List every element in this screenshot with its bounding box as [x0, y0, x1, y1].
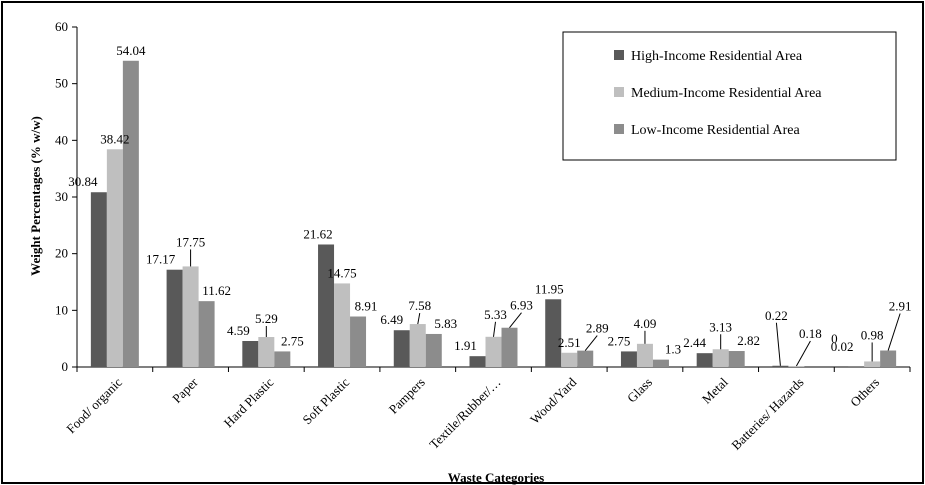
bar — [166, 269, 183, 367]
bar — [712, 349, 729, 367]
data-label: 4.59 — [227, 323, 250, 338]
bar — [274, 351, 291, 367]
legend-entry-label: Low-Income Residential Area — [631, 123, 801, 138]
data-label: 5.83 — [434, 316, 457, 331]
bar — [425, 333, 442, 367]
data-label: 0.02 — [831, 339, 854, 354]
data-label: 0.18 — [799, 326, 822, 341]
bar — [90, 192, 107, 367]
legend: High-Income Residential Area Medium-Incom… — [562, 31, 897, 161]
bar — [334, 283, 351, 367]
data-label: 5.29 — [255, 311, 278, 326]
bar — [409, 324, 426, 367]
y-tick-label: 10 — [55, 302, 68, 317]
data-label: 21.62 — [303, 226, 332, 241]
y-tick-label: 20 — [55, 246, 68, 261]
bar — [242, 340, 259, 367]
bar — [577, 350, 594, 367]
y-tick-label: 0 — [62, 359, 69, 374]
x-axis-title: Waste Categories — [448, 470, 544, 485]
data-label: 11.62 — [202, 283, 231, 298]
data-label-leader — [584, 335, 598, 351]
y-axis-title: Weight Percentages (% w/w) — [28, 116, 43, 276]
bar — [728, 351, 745, 367]
data-label: 2.89 — [586, 321, 609, 336]
bar — [393, 330, 410, 367]
data-label: 2.75 — [608, 333, 631, 348]
data-label: 6.93 — [510, 298, 533, 313]
data-label-leader — [887, 313, 901, 351]
bar — [258, 337, 275, 367]
data-label: 38.42 — [100, 131, 129, 146]
legend-entry-label: Medium-Income Residential Area — [631, 86, 822, 101]
data-label: 0.22 — [765, 308, 788, 323]
bar — [772, 365, 789, 367]
bar — [485, 336, 502, 367]
data-label-leader — [795, 340, 811, 367]
data-label: 8.91 — [355, 299, 378, 314]
data-label: 0.98 — [861, 327, 884, 342]
bar — [636, 343, 653, 367]
data-label: 14.75 — [327, 265, 356, 280]
data-label: 54.04 — [116, 43, 146, 58]
data-label: 1.91 — [454, 338, 477, 353]
bar — [864, 361, 881, 367]
bar — [469, 356, 486, 367]
y-tick-label: 40 — [55, 132, 68, 147]
data-label: 2.75 — [281, 333, 304, 348]
data-label: 17.75 — [176, 234, 205, 249]
y-tick-label: 60 — [55, 19, 68, 34]
data-label: 7.58 — [408, 298, 431, 313]
data-label-leader — [509, 312, 522, 329]
legend-swatch — [614, 87, 624, 97]
y-tick-label: 30 — [55, 189, 68, 204]
bar — [696, 353, 713, 367]
data-label: 17.17 — [146, 252, 176, 267]
bar — [350, 316, 367, 367]
bar — [620, 351, 637, 367]
data-label: 0 — [831, 331, 838, 346]
legend-entry-label: High-Income Residential Area — [631, 49, 803, 64]
data-label-leader — [417, 312, 421, 325]
data-label: 2.51 — [558, 335, 581, 350]
bar — [318, 244, 335, 367]
bar — [561, 352, 578, 367]
data-label: 6.49 — [380, 312, 403, 327]
data-label: 11.95 — [535, 281, 564, 296]
data-label: 2.44 — [683, 335, 706, 350]
data-label: 30.84 — [68, 174, 98, 189]
bar — [106, 149, 123, 367]
legend-swatch — [614, 124, 624, 134]
bar — [182, 266, 199, 367]
data-label: 3.13 — [709, 319, 732, 334]
bar — [198, 301, 215, 367]
bar — [652, 359, 669, 367]
data-label: 1.3 — [665, 342, 681, 357]
data-label: 2.91 — [889, 299, 912, 314]
bar — [788, 365, 805, 367]
y-tick-label: 50 — [55, 76, 68, 91]
data-label: 4.09 — [634, 316, 657, 331]
data-label-leader — [775, 322, 781, 366]
legend-swatch — [614, 50, 624, 60]
bar — [122, 60, 139, 367]
bar — [880, 350, 897, 367]
data-label-leader — [493, 321, 496, 337]
bar — [545, 299, 562, 367]
data-label: 2.82 — [737, 333, 760, 348]
bar — [501, 327, 518, 367]
data-label: 5.33 — [484, 307, 507, 322]
